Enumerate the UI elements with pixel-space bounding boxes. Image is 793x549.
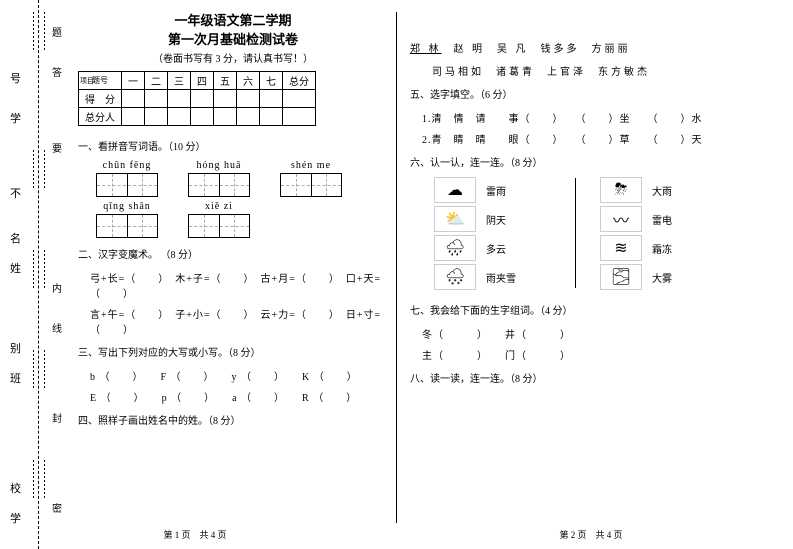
weather-label: 大雨 (652, 183, 692, 198)
q3-line: E （ ） p （ ） a （ ） R （ ） (90, 389, 388, 404)
q7-line: 冬（ ） 井（ ） (422, 326, 780, 341)
weather-icon: ☁ (434, 177, 476, 203)
pinyin: shén me (280, 160, 342, 171)
margin-char: 线 (52, 320, 62, 335)
tianzige (96, 173, 158, 197)
margin-char: 题 (52, 24, 62, 39)
footer-right: 第 2 页 共 4 页 (396, 528, 786, 541)
score-side-label: 项目 (80, 76, 388, 86)
weather-label: 霜冻 (652, 241, 692, 256)
pinyin: chūn fēng (96, 160, 158, 171)
pinyin: qīng shān (96, 201, 158, 212)
weather-label: 多云 (486, 241, 526, 256)
side-label: 学 (10, 510, 21, 526)
margin-char: 封 (52, 410, 62, 425)
weather-label: 雷雨 (486, 183, 526, 198)
q4-names-row1: 郑 林赵 明吴 凡钱多多方丽丽 (410, 40, 780, 55)
q5-line: 1.清 情 请 事（ ） （ ）坐 （ ）水 (422, 110, 780, 125)
q1-head: 一、看拼音写词语。（10 分） (78, 140, 388, 156)
q4-names-row2: 司马相如诸葛青上官泽东方敏杰 (432, 63, 780, 78)
weather-icon: ≋ (600, 235, 642, 261)
footer-left: 第 1 页 共 4 页 (0, 528, 390, 541)
q4-head: 四、照样子画出姓名中的姓。（8 分） (78, 414, 388, 430)
tianzige (280, 173, 342, 197)
weather-label: 雷电 (652, 212, 692, 227)
match-divider (575, 178, 576, 288)
side-label: 学 (10, 110, 21, 126)
q3-head: 三、写出下列对应的大写或小写。（8 分） (78, 346, 388, 362)
side-label: 不 (10, 185, 21, 201)
page-divider (396, 12, 397, 523)
q7-head: 七、我会给下面的生字组词。（4 分） (410, 304, 780, 320)
q2-line: 言+午=（ ） 子+小=（ ） 云+力=（ ） 日+寸=（ ） (90, 306, 388, 336)
title-note: 卷面书写有 3 分，请认真书写！ (78, 50, 388, 65)
side-label: 校 (10, 480, 21, 496)
q2-line: 弓+长=（ ） 木+子=（ ） 古+月=（ ） 口+天=（ ） (90, 270, 388, 300)
weather-icon: ⛅ (434, 206, 476, 232)
title-line2: 第一次月基础检测试卷 (78, 29, 388, 48)
q5-head: 五、选字填空。（6 分） (410, 88, 780, 104)
weather-icon: 〰 (600, 206, 642, 232)
margin-char: 答 (52, 64, 62, 79)
weather-icon: 🌧 (434, 235, 476, 261)
side-label: 姓 (10, 260, 21, 276)
weather-icon: 🌫 (600, 264, 642, 290)
side-label: 名 (10, 230, 21, 246)
pinyin: hóng huā (188, 160, 250, 171)
q6-head: 六、认一认，连一连。（8 分） (410, 156, 780, 172)
weather-label: 雨夹雪 (486, 270, 526, 285)
q8-head: 八、读一读，连一连。（8 分） (410, 372, 780, 388)
tianzige (188, 214, 250, 238)
q2-head: 二、汉字变魔术。 （8 分） (78, 248, 388, 264)
margin-char: 密 (52, 500, 62, 515)
side-label: 班 (10, 370, 21, 386)
margin-char: 内 (52, 280, 62, 295)
pinyin: xiě zì (188, 201, 250, 212)
side-label: 号 (10, 70, 21, 86)
weather-icon: 🌨 (434, 264, 476, 290)
tianzige (188, 173, 250, 197)
weather-icon: ⛈ (600, 177, 642, 203)
title-line1: 一年级语文第二学期 (78, 10, 388, 29)
weather-label: 大雾 (652, 270, 692, 285)
tianzige (96, 214, 158, 238)
side-label: 别 (10, 340, 21, 356)
margin-char: 要 (52, 140, 62, 155)
q7-line: 主（ ） 门（ ） (422, 347, 780, 362)
q3-line: b （ ） F （ ） y （ ） K （ ） (90, 368, 388, 383)
q5-line: 2.青 睛 晴 眼（ ） （ ）草 （ ）天 (422, 131, 780, 146)
weather-label: 阴天 (486, 212, 526, 227)
